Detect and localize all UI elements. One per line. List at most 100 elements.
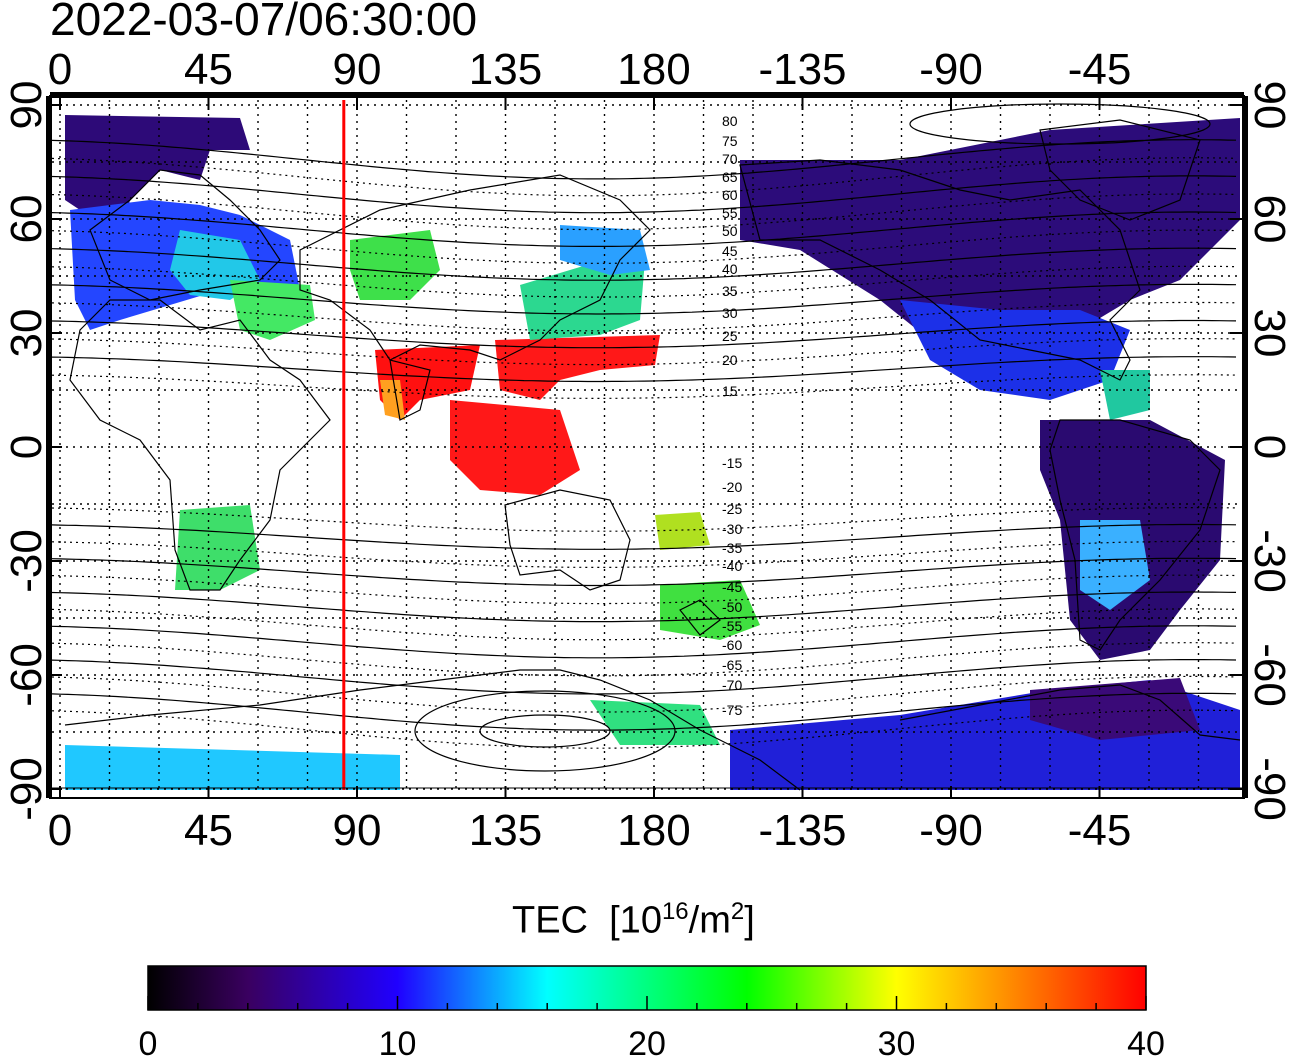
mag-contour bbox=[51, 283, 1237, 315]
lon-label-top: 180 bbox=[617, 45, 690, 94]
mag-lat-label: 70 bbox=[722, 151, 738, 167]
axis-tick-labels: 0 0 45 45 90 90 135 135 180 180 -135 -135 -90 -90 -45 -… bbox=[2, 45, 1294, 855]
mag-contour bbox=[51, 356, 1237, 383]
map-frame-top-band bbox=[50, 92, 1244, 98]
mag-lat-label: 75 bbox=[722, 133, 738, 149]
lon-label-top: 0 bbox=[48, 45, 72, 94]
magnetic-latitude-labels: 80 75 70 65 60 55 50 45 40 35 30 25 20 15 -15 -20 -25 -30… bbox=[722, 113, 742, 718]
mag-lat-label: -55 bbox=[722, 618, 742, 634]
mag-contour bbox=[51, 247, 1237, 281]
mag-lat-label: 80 bbox=[722, 113, 738, 129]
mag-contour bbox=[51, 625, 1237, 659]
lat-label-right: 60 bbox=[1245, 195, 1294, 244]
map-timestamp: 2022-03-07/06:30:00 bbox=[50, 0, 478, 45]
mag-lat-label: -40 bbox=[722, 558, 742, 574]
south-pole-contour-inner bbox=[479, 714, 611, 748]
colorbar-tick-label: 0 bbox=[139, 1025, 158, 1057]
mag-lat-label: -35 bbox=[722, 540, 742, 556]
mag-lat-label: -60 bbox=[722, 637, 742, 653]
mag-lat-label: 55 bbox=[722, 205, 738, 221]
mag-lat-label: 35 bbox=[722, 283, 738, 299]
mag-lat-label: -70 bbox=[722, 677, 742, 693]
lon-label-bottom: 90 bbox=[333, 806, 382, 855]
lon-label-bottom: 180 bbox=[617, 806, 690, 855]
tec-patch-coral-sea bbox=[655, 512, 710, 550]
colorbar-ticks bbox=[147, 996, 1147, 1010]
lat-label-left: -90 bbox=[2, 757, 51, 821]
colorbar-tick-labels: 0 10 20 30 40 bbox=[139, 1025, 1165, 1057]
colorbar-tick-label: 20 bbox=[628, 1025, 666, 1057]
mag-lat-label: 65 bbox=[722, 169, 738, 185]
tec-patch-antarctica-green bbox=[590, 700, 720, 745]
colorbar-unit-mid: /m bbox=[688, 899, 731, 942]
mag-lat-label: -65 bbox=[722, 657, 742, 673]
colorbar-title: TEC [1016/m2] bbox=[512, 898, 755, 943]
mag-lat-label: -20 bbox=[722, 479, 742, 495]
tec-patch-east-siberia bbox=[560, 225, 650, 275]
colorbar-unit-exponent: 16 bbox=[661, 898, 689, 925]
lat-label-right: 90 bbox=[1245, 81, 1294, 130]
mag-contour bbox=[51, 692, 1237, 731]
mag-lat-label: -50 bbox=[722, 599, 742, 615]
coastlines bbox=[64, 119, 1241, 791]
lat-label-left: -60 bbox=[2, 643, 51, 707]
mag-lat-label: 25 bbox=[722, 328, 738, 344]
tec-patch-central-asia bbox=[350, 230, 440, 300]
mag-contour bbox=[51, 557, 1237, 587]
mag-lat-label: -15 bbox=[722, 455, 742, 471]
mag-contour bbox=[51, 139, 1237, 180]
tec-patch-china bbox=[495, 335, 660, 400]
lat-label-left: 90 bbox=[2, 81, 51, 130]
mag-lat-label: -75 bbox=[722, 702, 742, 718]
lon-label-top: 90 bbox=[333, 45, 382, 94]
colorbar: 0 10 20 30 40 bbox=[139, 965, 1165, 1057]
tec-data-layer bbox=[65, 115, 1240, 790]
map-grid bbox=[52, 100, 1242, 790]
tec-patch-antarctica-west bbox=[65, 745, 400, 790]
lat-label-left: 60 bbox=[2, 195, 51, 244]
lon-label-bottom: -135 bbox=[758, 806, 846, 855]
mag-lat-label: 30 bbox=[722, 305, 738, 321]
mag-contour bbox=[51, 523, 1237, 550]
lat-label-right: 30 bbox=[1245, 309, 1294, 358]
map-frame-bottom-band bbox=[49, 787, 1245, 799]
tec-patch-mideast bbox=[230, 280, 315, 340]
lon-label-top: 135 bbox=[469, 45, 542, 94]
mag-contour bbox=[51, 175, 1237, 214]
colorbar-unit-suffix: ] bbox=[744, 899, 755, 942]
mag-lat-label: 60 bbox=[722, 187, 738, 203]
magnetic-latitude-contours bbox=[51, 103, 1237, 772]
lon-label-bottom: 0 bbox=[48, 806, 72, 855]
mag-contour bbox=[51, 319, 1237, 349]
colorbar-tick-label: 40 bbox=[1127, 1025, 1165, 1057]
mag-lat-label: 50 bbox=[722, 223, 738, 239]
mag-contour bbox=[51, 211, 1237, 247]
mag-lat-label: -45 bbox=[722, 579, 742, 595]
mag-contour bbox=[51, 608, 1237, 641]
tec-patch-na-blue bbox=[900, 300, 1130, 400]
lon-label-bottom: -90 bbox=[919, 806, 983, 855]
lat-label-left: -30 bbox=[2, 529, 51, 593]
tec-patch-caribbean bbox=[1100, 370, 1150, 420]
mag-lat-label: 15 bbox=[722, 383, 738, 399]
mag-contour bbox=[51, 659, 1237, 695]
south-pole-contour-outer bbox=[414, 690, 676, 772]
lon-label-top: -90 bbox=[919, 45, 983, 94]
colorbar-unit-prefix: [10 bbox=[609, 899, 662, 942]
mag-lat-label: -25 bbox=[722, 501, 742, 517]
colorbar-tick-label: 10 bbox=[379, 1025, 417, 1057]
lat-label-right: -90 bbox=[1245, 757, 1294, 821]
mag-lat-label: 45 bbox=[722, 243, 738, 259]
lon-label-top: 45 bbox=[184, 45, 233, 94]
tec-patch-south-africa bbox=[175, 505, 260, 590]
colorbar-tick-label: 30 bbox=[878, 1025, 916, 1057]
lat-label-left: 0 bbox=[2, 435, 51, 459]
mag-lat-label: 20 bbox=[722, 352, 738, 368]
lon-label-top: -45 bbox=[1068, 45, 1132, 94]
axis-ticks bbox=[46, 96, 1248, 798]
lon-label-top: -135 bbox=[758, 45, 846, 94]
lon-label-bottom: -45 bbox=[1068, 806, 1132, 855]
lon-label-bottom: 135 bbox=[469, 806, 542, 855]
mag-contour bbox=[51, 591, 1237, 623]
